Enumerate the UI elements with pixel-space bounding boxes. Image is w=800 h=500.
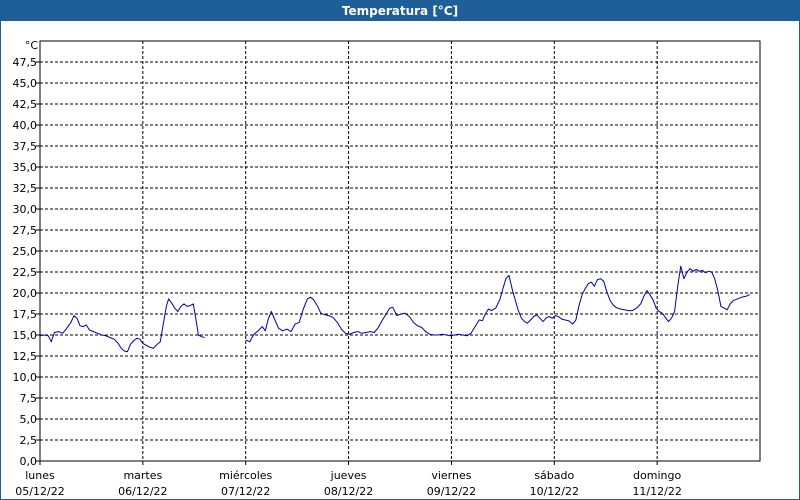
x-tick-date-label: 05/12/22: [15, 485, 64, 498]
y-tick-label: 45,0: [13, 77, 38, 90]
x-tick-day-label: martes: [123, 469, 162, 482]
x-tick-date-label: 08/12/22: [324, 485, 373, 498]
x-tick-date-label: 10/12/22: [530, 485, 579, 498]
y-tick-label: 7,5: [20, 392, 38, 405]
y-tick-label: 42,5: [13, 98, 38, 111]
x-tick-day-label: domingo: [633, 469, 681, 482]
y-tick-label: 40,0: [13, 119, 38, 132]
series-layer: [39, 265, 750, 353]
x-tick-day-label: viernes: [431, 469, 471, 482]
grid: [40, 41, 760, 461]
y-tick-label: 25,0: [13, 245, 38, 258]
y-tick-label: 20,0: [13, 287, 38, 300]
x-tick-date-label: 09/12/22: [427, 485, 476, 498]
chart-title: Temperatura [°C]: [1, 1, 799, 21]
y-tick-label: 27,5: [13, 224, 38, 237]
x-tick-day-label: miércoles: [219, 469, 272, 482]
y-axis: 0,0 2,5 5,0 7,5 10,0 12,5 15,0 17,5 20,0 22,5 25,0…: [13, 56, 40, 468]
y-tick-label: 37,5: [13, 140, 38, 153]
y-tick-label: 32,5: [13, 182, 38, 195]
y-tick-label: 15,0: [13, 329, 38, 342]
x-tick-day-label: jueves: [330, 469, 367, 482]
temperature-series-line: [245, 265, 750, 343]
y-tick-label: 0,0: [20, 455, 38, 468]
x-tick-day-label: lunes: [25, 469, 55, 482]
y-axis-unit-label: °C: [25, 39, 39, 52]
y-tick-label: 17,5: [13, 308, 38, 321]
y-tick-label: 22,5: [13, 266, 38, 279]
x-axis: lunes 05/12/22 martes 06/12/22 miércoles 07/1…: [15, 461, 682, 498]
y-tick-label: 12,5: [13, 350, 38, 363]
y-tick-label: 30,0: [13, 203, 38, 216]
y-tick-label: 10,0: [13, 371, 38, 384]
y-tick-label: 5,0: [20, 413, 38, 426]
x-tick-date-label: 07/12/22: [221, 485, 270, 498]
x-tick-date-label: 11/12/22: [632, 485, 681, 498]
temperature-series-line: [39, 298, 205, 353]
y-tick-label: 35,0: [13, 161, 38, 174]
y-tick-label: 47,5: [13, 56, 38, 69]
x-tick-date-label: 06/12/22: [118, 485, 167, 498]
x-tick-day-label: sábado: [534, 469, 574, 482]
y-tick-label: 2,5: [20, 434, 38, 447]
